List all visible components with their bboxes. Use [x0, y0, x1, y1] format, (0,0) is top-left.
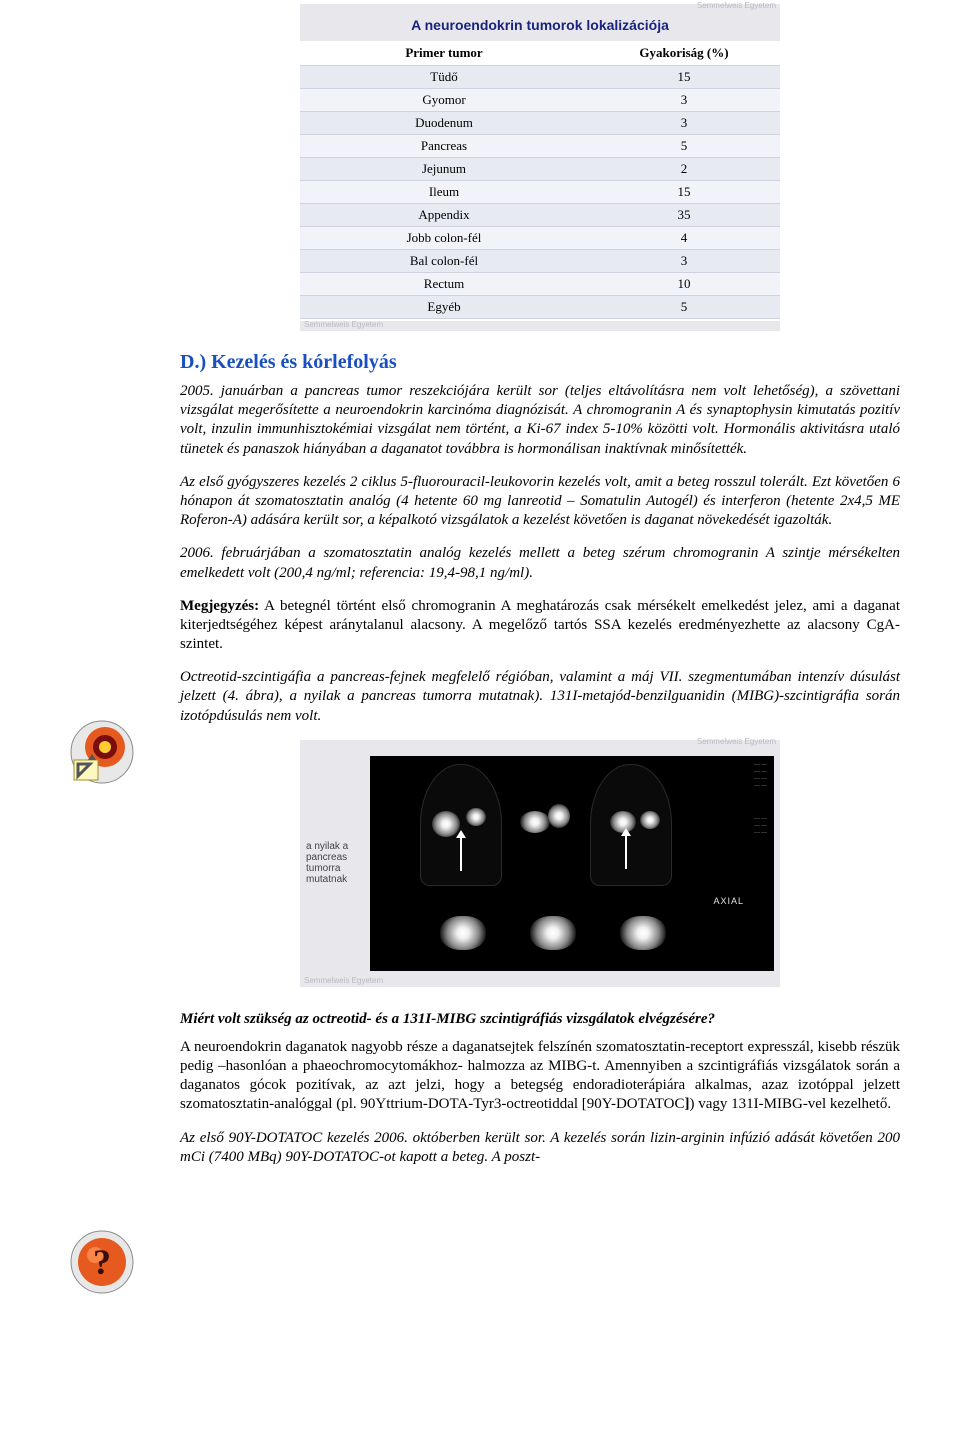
paragraph-7: Az első 90Y-DOTATOC kezelés 2006. októbe… — [180, 1129, 900, 1167]
scinti-top-banner: Semmelweis Egyetem — [300, 740, 780, 750]
cell-val: 3 — [588, 250, 780, 273]
scinti-bottom-banner: Semmelweis Egyetem — [300, 977, 780, 987]
section-heading: D.) Kezelés és kórlefolyás — [180, 351, 900, 374]
arrow-indicator — [625, 834, 627, 869]
page: Semmelweis Egyetem A neuroendokrin tumor… — [0, 0, 960, 1442]
table-row: Rectum10 — [300, 273, 780, 296]
margin-icon-question: ? — [70, 1230, 134, 1294]
arrow-indicator — [460, 836, 462, 871]
scinti-banner-right-text: Semmelweis Egyetem — [697, 737, 776, 746]
margin-icon-diagram — [70, 720, 134, 784]
figure-top-banner: Semmelweis Egyetem — [300, 4, 780, 12]
scan-meta-text: —————— — [754, 816, 768, 838]
table-row: Duodenum3 — [300, 112, 780, 135]
scinti-body: a nyilak a pancreas tumorra mutatnak — [300, 750, 780, 977]
uptake-blob — [466, 808, 486, 826]
cell-label: Ileum — [300, 181, 588, 204]
paragraph-6: A neuroendokrin daganatok nagyobb része … — [180, 1038, 900, 1115]
cell-label: Tüdő — [300, 66, 588, 89]
question-block: Miért volt szükség az octreotid- és a 13… — [180, 1011, 900, 1167]
table-row: Tüdő15 — [300, 66, 780, 89]
figure-footer-left-text: Semmelweis Egyetem — [304, 320, 383, 329]
cell-val: 4 — [588, 227, 780, 250]
cell-label: Gyomor — [300, 89, 588, 112]
table-row: Ileum15 — [300, 181, 780, 204]
cell-label: Jejunum — [300, 158, 588, 181]
cell-label: Bal colon-fél — [300, 250, 588, 273]
table-head: Primer tumor Gyakoriság (%) — [300, 41, 780, 66]
cell-val: 3 — [588, 89, 780, 112]
uptake-blob — [520, 811, 550, 833]
table-row: Egyéb5 — [300, 296, 780, 319]
uptake-blob — [548, 804, 570, 828]
th-primer: Primer tumor — [300, 41, 588, 66]
table-body: Tüdő15 Gyomor3 Duodenum3 Pancreas5 Jejun… — [300, 66, 780, 319]
question-text: Miért volt szükség az octreotid- és a 13… — [180, 1011, 900, 1028]
localization-table: Primer tumor Gyakoriság (%) Tüdő15 Gyomo… — [300, 41, 780, 319]
note-label: Megjegyzés: — [180, 598, 259, 614]
scinti-figure-block: Semmelweis Egyetem a nyilak a pancreas t… — [180, 740, 900, 987]
cell-val: 10 — [588, 273, 780, 296]
paragraph-5: Octreotid-szcintigáfia a pancreas-fejnek… — [180, 668, 900, 726]
axial-label: AXIAL — [713, 896, 744, 906]
table-row: Appendix35 — [300, 204, 780, 227]
paragraph-1: 2005. januárban a pancreas tumor reszekc… — [180, 382, 900, 459]
scinti-wrap: Semmelweis Egyetem a nyilak a pancreas t… — [300, 740, 780, 987]
figure-bottom-banner: Semmelweis Egyetem — [300, 321, 780, 331]
question-sphere-icon: ? — [70, 1230, 134, 1294]
cell-label: Duodenum — [300, 112, 588, 135]
cell-val: 5 — [588, 296, 780, 319]
table-row: Pancreas5 — [300, 135, 780, 158]
svg-text:?: ? — [93, 1242, 111, 1282]
axial-slice — [530, 916, 576, 950]
sphere-arrow-icon — [70, 720, 134, 784]
note-text: A betegnél történt első chromogranin A m… — [180, 598, 900, 652]
cell-val: 35 — [588, 204, 780, 227]
scinti-footer-left-text: Semmelweis Egyetem — [304, 976, 383, 985]
cell-val: 5 — [588, 135, 780, 158]
cell-label: Pancreas — [300, 135, 588, 158]
axial-slice — [620, 916, 666, 950]
cell-val: 15 — [588, 66, 780, 89]
scan-meta-text: ———————— — [754, 762, 768, 791]
uptake-blob — [640, 811, 660, 829]
cell-label: Jobb colon-fél — [300, 227, 588, 250]
cell-label: Egyéb — [300, 296, 588, 319]
table-row: Jobb colon-fél4 — [300, 227, 780, 250]
figure-banner-right-text: Semmelweis Egyetem — [697, 1, 776, 10]
table-row: Bal colon-fél3 — [300, 250, 780, 273]
paragraph-2: Az első gyógyszeres kezelés 2 ciklus 5-f… — [180, 473, 900, 531]
para6-part-c: ) vagy 131I-MIBG-vel kezelhető. — [690, 1096, 892, 1112]
cell-val: 3 — [588, 112, 780, 135]
cell-val: 15 — [588, 181, 780, 204]
th-freq: Gyakoriság (%) — [588, 41, 780, 66]
note-block: Megjegyzés: A betegnél történt első chro… — [180, 597, 900, 726]
cell-label: Rectum — [300, 273, 588, 296]
axial-slice — [440, 916, 486, 950]
paragraph-3: 2006. februárjában a szomatosztatin anal… — [180, 544, 900, 582]
section-block: D.) Kezelés és kórlefolyás 2005. januárb… — [180, 351, 900, 583]
paragraph-note: Megjegyzés: A betegnél történt első chro… — [180, 597, 900, 655]
cell-label: Appendix — [300, 204, 588, 227]
table-figure-block: Semmelweis Egyetem A neuroendokrin tumor… — [180, 0, 900, 331]
figure-table-wrap: Semmelweis Egyetem A neuroendokrin tumor… — [300, 0, 780, 331]
figure-title: A neuroendokrin tumorok lokalizációja — [300, 12, 780, 41]
table-row: Jejunum2 — [300, 158, 780, 181]
scinti-caption: a nyilak a pancreas tumorra mutatnak — [306, 841, 370, 885]
scinti-image: AXIAL ———————— —————— — [370, 756, 774, 971]
table-row: Gyomor3 — [300, 89, 780, 112]
cell-val: 2 — [588, 158, 780, 181]
